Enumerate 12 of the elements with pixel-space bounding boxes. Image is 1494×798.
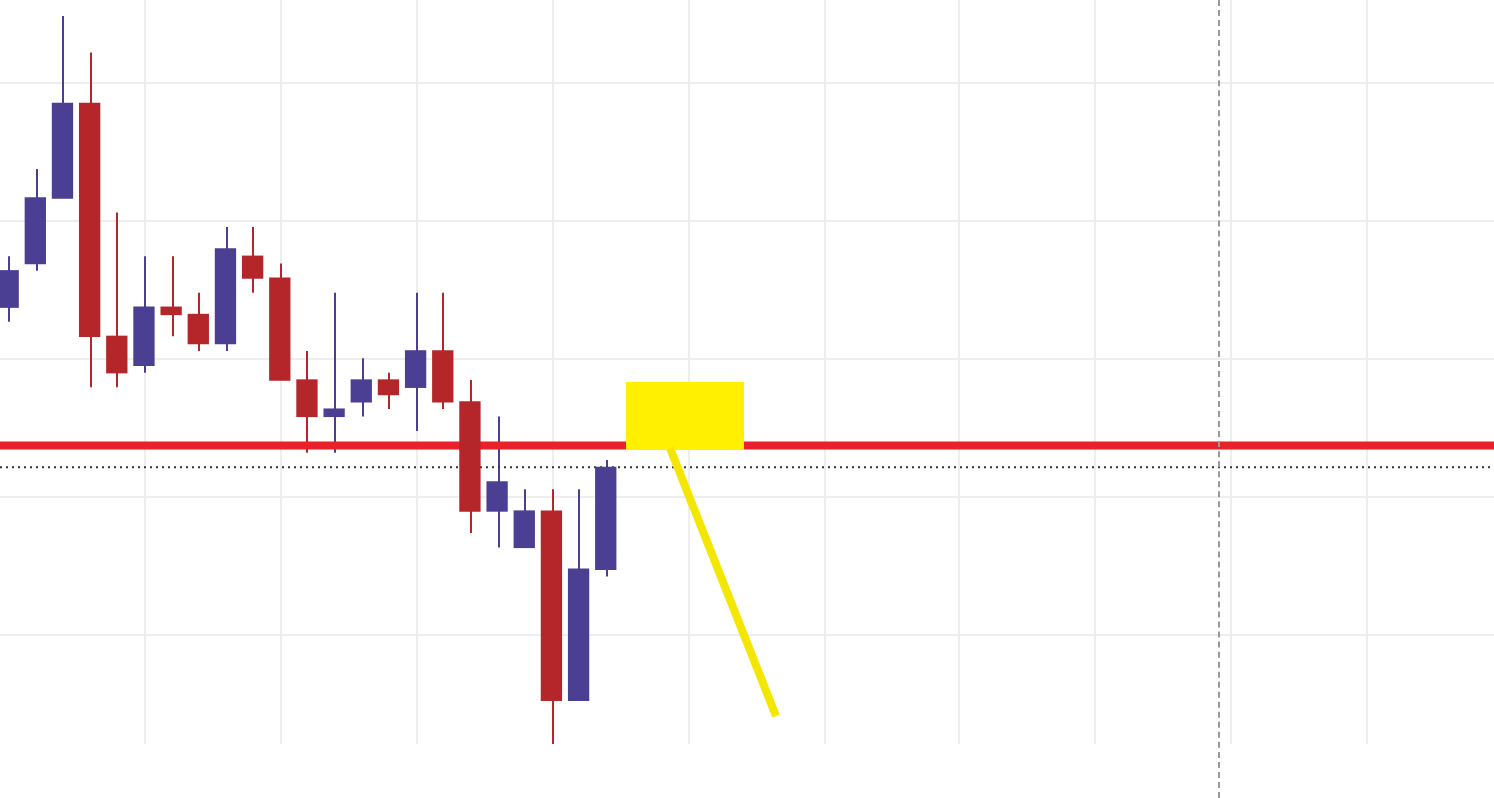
candlestick <box>486 415 508 549</box>
candlestick <box>350 357 372 418</box>
candlestick <box>160 255 182 338</box>
candlestick <box>377 371 400 411</box>
candlestick <box>513 488 535 549</box>
candlestick <box>187 291 209 352</box>
candlestick <box>106 211 128 389</box>
candlestick <box>241 226 264 294</box>
candlestick <box>0 255 19 323</box>
candlestick <box>323 291 345 454</box>
candlestick <box>404 291 427 432</box>
candlestick <box>296 349 318 454</box>
